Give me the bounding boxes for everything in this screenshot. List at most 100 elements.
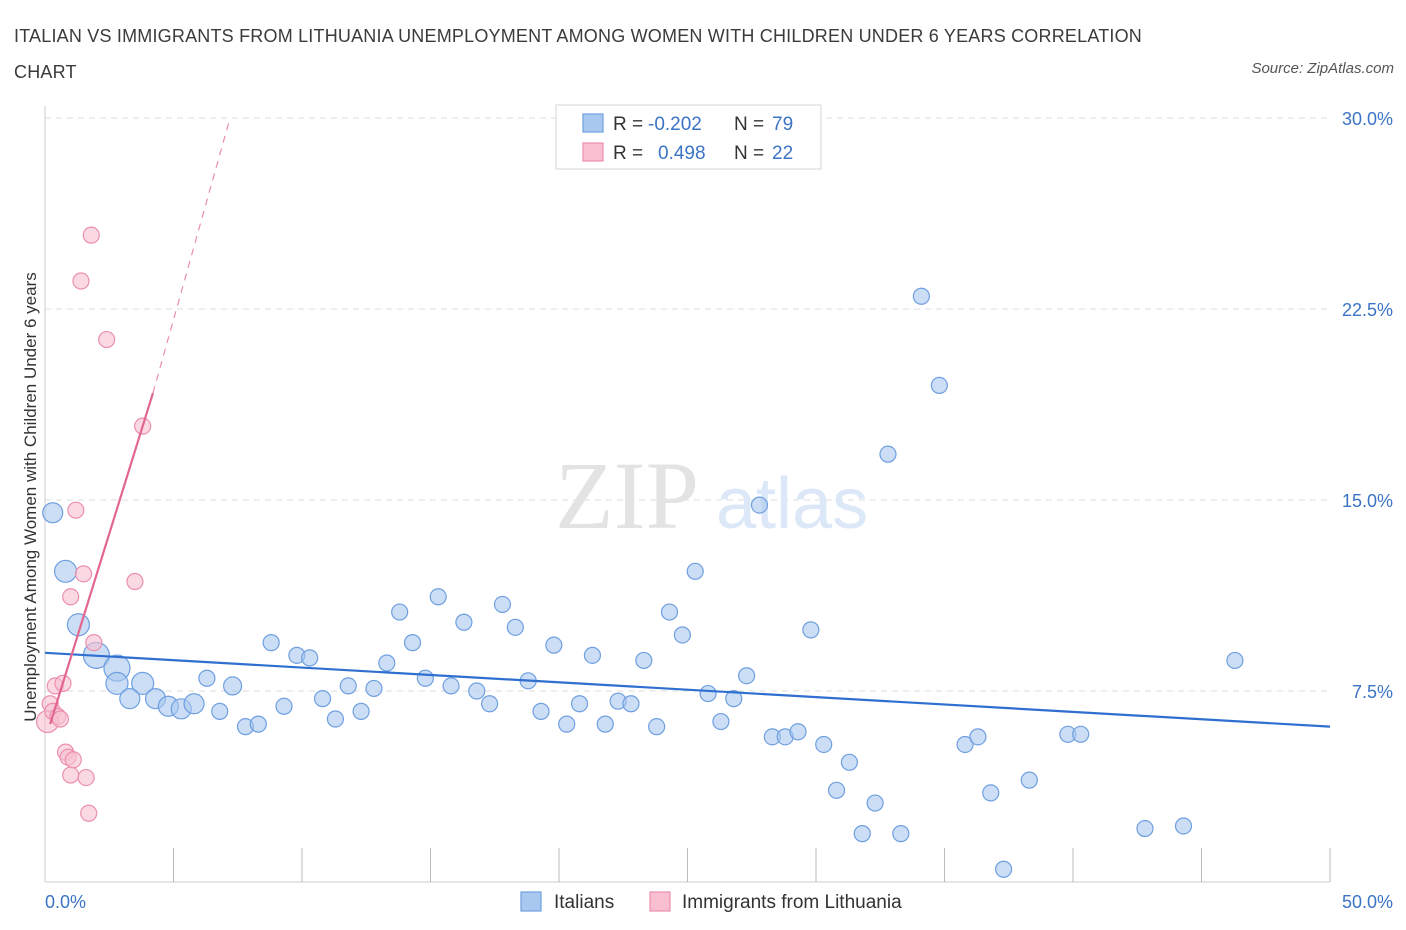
point-lithuania xyxy=(72,272,90,290)
point-italians xyxy=(249,715,267,733)
point-italians xyxy=(660,603,679,621)
point-italians xyxy=(119,688,141,710)
legend-n-label-lithuania: N = xyxy=(734,143,764,164)
point-italians xyxy=(481,695,499,713)
legend-n-value-italians: 79 xyxy=(772,114,793,135)
point-italians xyxy=(995,860,1013,878)
point-italians xyxy=(827,781,846,799)
point-italians xyxy=(493,595,512,614)
legend-n-value-lithuania: 22 xyxy=(772,143,793,164)
point-lithuania xyxy=(51,710,70,728)
point-lithuania xyxy=(126,572,144,591)
point-italians xyxy=(956,735,974,754)
legend-r-value-italians: -0.202 xyxy=(648,114,702,135)
point-italians xyxy=(506,618,524,636)
point-lithuania xyxy=(85,634,103,652)
y-tick-label: 22.5% xyxy=(1342,300,1393,320)
point-lithuania xyxy=(77,768,95,787)
point-italians xyxy=(879,445,897,463)
legend-swatch-lithuania xyxy=(582,142,604,162)
point-italians xyxy=(326,710,345,728)
point-italians xyxy=(1226,651,1244,670)
point-italians xyxy=(301,649,319,667)
point-lithuania xyxy=(67,501,85,519)
point-italians xyxy=(365,679,383,698)
trend-line-lithuania xyxy=(49,392,154,725)
point-italians xyxy=(815,735,833,754)
point-italians xyxy=(558,715,576,733)
point-italians xyxy=(1072,725,1090,743)
point-italians xyxy=(930,376,948,394)
trend-extension-lithuania xyxy=(152,117,231,394)
point-italians xyxy=(866,794,884,812)
point-italians xyxy=(725,690,743,708)
point-italians xyxy=(982,784,1000,802)
y-tick-label: 15.0% xyxy=(1342,491,1393,511)
point-italians xyxy=(570,695,589,713)
point-italians xyxy=(429,588,447,606)
point-italians xyxy=(912,287,930,305)
legend-r-label-italians: R = xyxy=(613,114,643,135)
point-italians xyxy=(391,603,409,621)
point-italians xyxy=(738,667,756,685)
point-italians xyxy=(892,825,910,843)
point-lithuania xyxy=(62,766,80,784)
legend-r-value-lithuania: 0.498 xyxy=(658,143,706,164)
point-lithuania xyxy=(74,565,93,583)
point-italians xyxy=(583,646,602,664)
point-italians xyxy=(596,715,614,733)
point-italians xyxy=(416,669,434,687)
watermark: ZIP atlas xyxy=(555,442,868,549)
point-italians xyxy=(211,702,229,720)
y-axis-label: Unemployment Among Women with Children U… xyxy=(21,272,40,721)
point-italians xyxy=(183,693,205,715)
bottom-legend: Italians Immigrants from Lithuania xyxy=(520,891,902,913)
x-tick-label-min: 0.0% xyxy=(45,892,86,912)
point-italians xyxy=(42,502,64,524)
point-italians xyxy=(648,718,666,736)
chart-source: Source: ZipAtlas.com xyxy=(1251,60,1394,77)
point-lithuania xyxy=(64,751,82,769)
point-italians xyxy=(1174,817,1193,835)
point-italians xyxy=(53,559,78,583)
axes-layer: 7.5% 15.0% 22.5% 30.0% 0.0% 50.0% xyxy=(44,106,1393,912)
trend-layer xyxy=(44,117,1331,728)
bottom-legend-swatch-italians xyxy=(520,891,542,912)
bottom-legend-label-italians: Italians xyxy=(554,892,614,913)
point-italians xyxy=(686,562,704,580)
y-tick-label: 30.0% xyxy=(1342,109,1393,129)
point-italians xyxy=(275,697,293,715)
chart-title: ITALIAN VS IMMIGRANTS FROM LITHUANIA UNE… xyxy=(14,26,1142,82)
point-italians xyxy=(635,651,653,670)
point-italians xyxy=(545,636,563,654)
point-italians xyxy=(262,634,280,652)
grid-layer xyxy=(45,117,1330,692)
point-italians xyxy=(223,676,243,696)
x-tick-label-max: 50.0% xyxy=(1342,892,1393,912)
point-italians xyxy=(532,702,550,720)
point-italians xyxy=(105,671,129,695)
point-italians xyxy=(840,753,859,771)
point-lithuania xyxy=(62,588,80,606)
point-italians xyxy=(352,702,370,720)
point-italians xyxy=(198,669,216,687)
point-lithuania xyxy=(82,226,100,244)
point-italians xyxy=(1020,771,1038,789)
point-italians xyxy=(442,677,460,695)
point-italians xyxy=(789,723,807,741)
point-italians xyxy=(802,621,820,639)
point-italians xyxy=(673,626,691,644)
point-italians xyxy=(969,728,987,746)
point-lithuania xyxy=(98,330,116,349)
point-italians xyxy=(699,684,717,703)
legend-n-label-italians: N = xyxy=(734,114,764,135)
top-legend: R = -0.202 N = 79 R = 0.498 N = 22 xyxy=(555,104,822,170)
point-italians xyxy=(339,677,357,695)
legend-r-label-lithuania: R = xyxy=(613,143,643,164)
points-layer xyxy=(35,226,1244,878)
point-italians xyxy=(468,682,486,700)
point-italians xyxy=(378,654,396,672)
point-italians xyxy=(131,671,155,695)
y-tick-label: 7.5% xyxy=(1352,682,1393,702)
